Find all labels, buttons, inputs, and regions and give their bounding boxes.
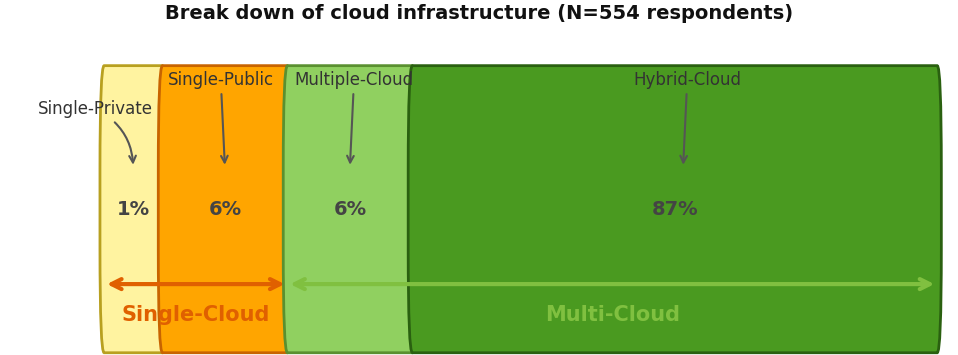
Text: Single-Public: Single-Public <box>168 71 274 163</box>
FancyBboxPatch shape <box>100 66 167 353</box>
FancyBboxPatch shape <box>408 66 942 353</box>
Title: Break down of cloud infrastructure (N=554 respondents): Break down of cloud infrastructure (N=55… <box>165 4 793 23</box>
Text: Single-Private: Single-Private <box>37 100 152 163</box>
Text: Single-Cloud: Single-Cloud <box>122 305 270 325</box>
FancyBboxPatch shape <box>284 66 417 353</box>
Text: 6%: 6% <box>208 200 241 219</box>
Text: 6%: 6% <box>333 200 367 219</box>
Text: Multiple-Cloud: Multiple-Cloud <box>294 71 414 163</box>
Text: 1%: 1% <box>117 200 149 219</box>
Text: Multi-Cloud: Multi-Cloud <box>545 305 680 325</box>
FancyBboxPatch shape <box>158 66 291 353</box>
Text: Hybrid-Cloud: Hybrid-Cloud <box>633 71 741 163</box>
Text: 87%: 87% <box>651 200 698 219</box>
